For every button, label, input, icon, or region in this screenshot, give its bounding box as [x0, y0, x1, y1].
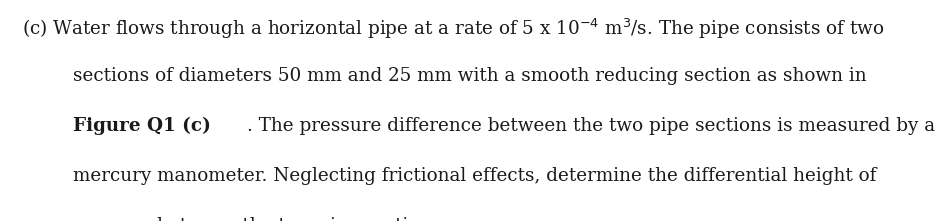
Text: mercury manometer. Neglecting frictional effects, determine the differential hei: mercury manometer. Neglecting frictional… [73, 167, 876, 185]
Text: mercury between the two pipe sections.: mercury between the two pipe sections. [73, 217, 447, 221]
Text: sections of diameters 50 mm and 25 mm with a smooth reducing section as shown in: sections of diameters 50 mm and 25 mm wi… [73, 67, 866, 85]
Text: . The pressure difference between the two pipe sections is measured by a: . The pressure difference between the tw… [247, 117, 935, 135]
Text: (c) Water flows through a horizontal pipe at a rate of 5 x 10$^{-4}$ m$^3$/s. Th: (c) Water flows through a horizontal pip… [22, 17, 884, 42]
Text: Figure Q1 (c): Figure Q1 (c) [73, 117, 210, 135]
